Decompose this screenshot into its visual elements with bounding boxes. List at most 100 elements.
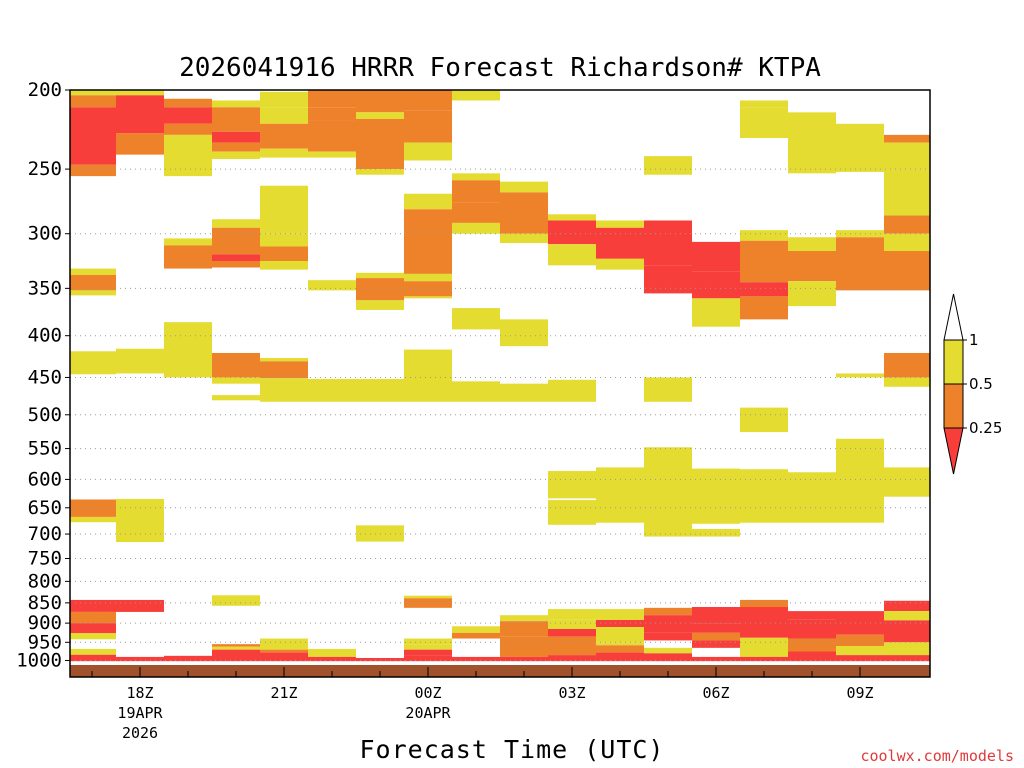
heatmap-cell-10Z-300-Y [884,233,930,252]
heatmap-cell-21Z-220-O [260,123,308,149]
heatmap-cell-19Z-304-Y [164,238,212,246]
heatmap-cells [20,90,980,662]
heatmap-cell-21Z-236-Y [260,148,308,158]
heatmap-cell-20Z-420-O [212,352,260,378]
heatmap-cell-18Z-226-O [116,133,164,155]
heatmap-cell-00Z-358-Y [404,296,452,299]
heatmap-cell-10Z-285-O [884,215,930,234]
heatmap-cell-23Z-217-O [356,118,404,170]
heatmap-cell-02Z-880-Y [500,615,548,622]
heatmap-cell-23Z-993-R [356,657,404,662]
heatmap-cell-17Z-667-Y [70,516,116,523]
heatmap-cell-18Z-200-Y [116,90,164,96]
heatmap-cell-08Z-213-Y [788,112,836,174]
heatmap-cell-01Z-455-Y [452,381,500,402]
heatmap-cell-22Z-210-O [308,107,356,121]
x-tick-label-21Z: 21Z [270,684,297,702]
heatmap-cell-20Z-970-R [212,649,260,662]
y-axis: 200 250 300 350 400 450 500 550 600 650 700 7508008… [16,79,70,671]
y-tick-label-500: 500 [28,404,62,426]
heatmap-cell-06Z-360-Y [692,298,740,327]
heatmap-cell-10Z-968-Y [884,648,930,656]
heatmap-cell-17Z-200-Y [70,90,116,96]
heatmap-cell-08Z-303-Y [788,237,836,252]
heatmap-cell-05Z-289-R [644,220,692,266]
heatmap-cell-00Z-985-R [404,655,452,662]
heatmap-cell-05Z-965-Y [644,647,692,654]
heatmap-cell-20Z-962-Y [212,646,260,650]
heatmap-cell-10Z-893-R [884,620,930,643]
heatmap-cell-00Z-343-O [404,281,452,297]
heatmap-cell-17Z-352-Y [70,290,116,296]
heatmap-cell-18Z-203-R [116,95,164,134]
heatmap-cell-00Z-452-Y [404,379,452,402]
heatmap-cell-02Z-267-O [500,192,548,234]
heatmap-cell-17Z-210-R [70,107,116,165]
heatmap-cell-11Z-270-O [932,196,980,221]
heatmap-cell-07Z-210-Y [740,107,788,138]
plot-frame [69,89,931,678]
ground-surface [70,665,930,677]
heatmap-cell-01Z-258-O [452,180,500,203]
heatmap-cell-01Z-291-Y [452,222,500,234]
heatmap-cell-00Z-212-O [404,110,452,143]
heatmap-cell-07Z-344-R [740,282,788,297]
heatmap-cell-07Z-297-Y [740,230,788,241]
heatmap-cell-21Z-430-O [260,361,308,379]
heatmap-cell-07Z-990-R [740,656,788,662]
heatmap-cell-17Z-843-R [70,599,116,612]
heatmap-cell-08Z-890-R [788,619,836,639]
heatmap-cell-20Z-210-O [212,107,260,132]
heatmap-cell-05Z-980-R [644,653,692,662]
plot-area: 200 250 300 350 400 450 500 550 600 650 700 7508008… [16,79,980,742]
colorbar-label-1: 1 [969,331,979,349]
heatmap-cell-20Z-955-O [212,644,260,647]
heatmap-cell-07Z-358-O [740,296,788,320]
heatmap-cell-00Z-940-Y [404,638,452,645]
heatmap-cell-03Z-636-Y [548,500,596,525]
heatmap-cell-18Z-843-R [116,599,164,612]
heatmap-cell-04Z-950-Y [596,642,644,646]
heatmap-cell-03Z-985-R [548,655,596,662]
heatmap-cell-20Z-832-Y [212,595,260,606]
heatmap-cell-19Z-310-O [164,245,212,269]
heatmap-cell-20Z-450-Y [212,377,260,384]
heatmap-cell-03Z-935-O [548,636,596,656]
heatmap-cell-07Z-306-O [740,240,788,283]
heatmap-cell-20Z-232-O [212,142,260,152]
heatmap-cell-06Z-860-R [692,607,740,624]
heatmap-cell-00Z-955-Y [404,644,452,650]
heatmap-cell-10Z-845-R [884,600,930,612]
heatmap-cell-21Z-300-Y [260,233,308,247]
credit-link[interactable]: coolwx.com/models [860,747,1014,765]
y-tick-label-300: 300 [28,223,62,245]
heatmap-cell-03Z-289-R [548,220,596,245]
heatmap-cell-10Z-315-O [884,251,930,291]
heatmap-cell-23Z-683-Y [356,525,404,542]
heatmap-cell-21Z-311-O [260,246,308,261]
y-tick-label-650: 650 [28,497,62,519]
heatmap-cell-03Z-309-Y [548,244,596,266]
heatmap-cell-20Z-295-O [212,227,260,255]
heatmap-cell-16Z-228-O [20,136,68,145]
heatmap-cell-01Z-253-Y [452,173,500,181]
heatmap-cell-05Z-241-Y [644,156,692,175]
heatmap-cell-08Z-315-O [788,251,836,282]
heatmap-cell-23Z-335-Y [356,272,404,279]
heatmap-cell-05Z-328-R [644,265,692,294]
heatmap-cell-09Z-960-Y [836,646,884,656]
x-axis-label: Forecast Time (UTC) [360,735,665,764]
heatmap-cell-07Z-583-Y [740,469,788,523]
heatmap-cell-19Z-227-Y [164,134,212,177]
heatmap-cell-06Z-900-R [692,623,740,633]
heatmap-cell-21Z-262-Y [260,185,308,234]
heatmap-cell-06Z-582-Y [692,468,740,524]
heatmap-cell-20Z-473-Y [212,395,260,401]
heatmap-cell-03Z-586-Y [548,471,596,499]
heatmap-cell-10Z-232-Y [884,142,930,170]
x-tick-date-20APR: 20APR [405,704,451,722]
chart-title: 2026041916 HRRR Forecast Richardson# KTP… [179,53,821,83]
y-tick-label-200: 200 [28,79,62,101]
heatmap-cell-09Z-535-Y [836,438,884,523]
heatmap-cell-16Z-234-Y [20,146,68,156]
